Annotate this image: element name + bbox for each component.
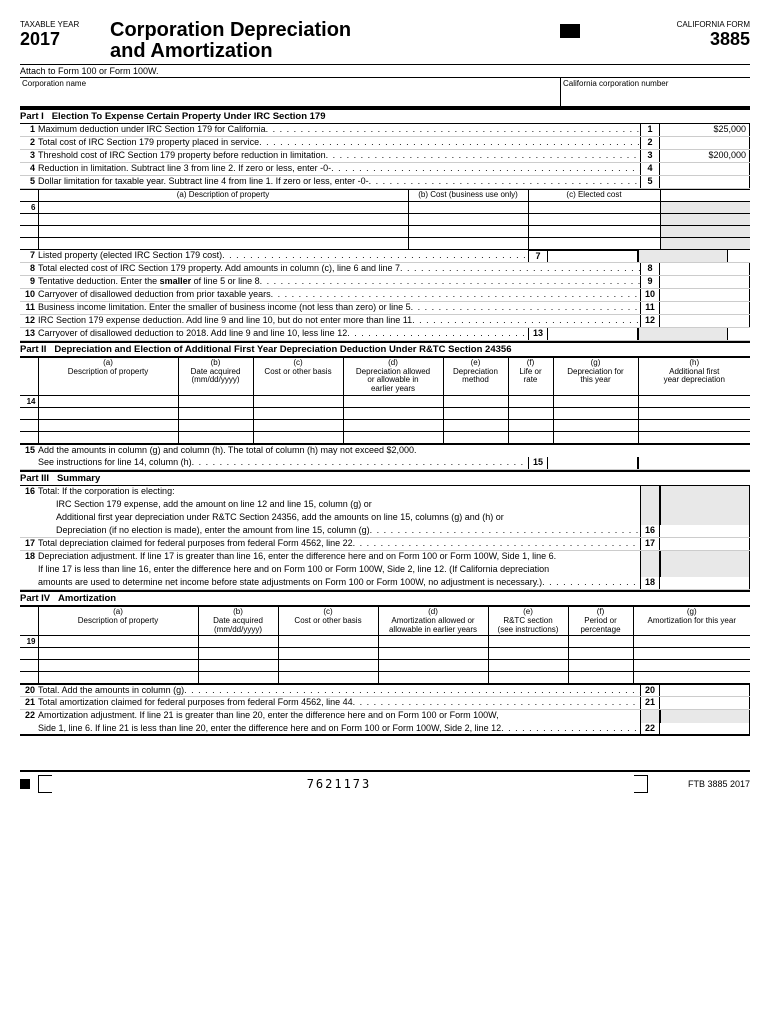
footer-code: 7621173 xyxy=(52,777,626,791)
line-21: 21Total amortization claimed for federal… xyxy=(20,697,750,710)
line-1-value: $25,000 xyxy=(660,124,750,136)
line-12: 12IRC Section 179 expense deduction. Add… xyxy=(20,315,750,328)
line-7: 7Listed property (elected IRC Section 17… xyxy=(20,250,750,263)
line-3: 3Threshold cost of IRC Section 179 prope… xyxy=(20,150,750,163)
ca-form-label: CALIFORNIA FORM xyxy=(620,20,750,29)
line-4-value[interactable] xyxy=(660,163,750,175)
line-3-value: $200,000 xyxy=(660,150,750,162)
col-a-hdr: (a) Description of property xyxy=(38,190,408,202)
footer-form-id: FTB 3885 2017 xyxy=(688,779,750,789)
corp-name-field[interactable]: Corporation name xyxy=(20,78,560,106)
line-13: 13Carryover of disallowed deduction to 2… xyxy=(20,328,750,341)
part-3-header: Part III Summary xyxy=(20,470,750,486)
line-22b: Side 1, line 6. If line 21 is less than … xyxy=(20,723,750,736)
line-5: 5Dollar limitation for taxable year. Sub… xyxy=(20,176,750,189)
line-18b: If line 17 is less than line 16, enter t… xyxy=(20,564,750,577)
taxable-year-label: TAXABLE YEAR xyxy=(20,20,110,29)
line-10: 10Carryover of disallowed deduction from… xyxy=(20,289,750,302)
ca-corp-num-field[interactable]: California corporation number xyxy=(560,78,750,106)
col-b-hdr: (b) Cost (business use only) xyxy=(408,190,528,202)
line-18: 18Depreciation adjustment. If line 17 is… xyxy=(20,551,750,564)
part-2-header: Part II Depreciation and Election of Add… xyxy=(20,341,750,357)
part-4-header: Part IV Amortization xyxy=(20,590,750,606)
line-16c: Additional first year depreciation under… xyxy=(20,512,750,525)
footer-bracket-icon xyxy=(38,775,52,793)
line-1: 1Maximum deduction under IRC Section 179… xyxy=(20,124,750,137)
form-title: Corporation Depreciation and Amortizatio… xyxy=(110,20,560,62)
line-4: 4Reduction in limitation. Subtract line … xyxy=(20,163,750,176)
form-footer: 7621173 FTB 3885 2017 xyxy=(20,770,750,793)
line-5-value[interactable] xyxy=(660,176,750,188)
part-1-header: Part I Election To Expense Certain Prope… xyxy=(20,108,750,124)
header-mark xyxy=(560,24,580,38)
line-20: 20Total. Add the amounts in column (g) 2… xyxy=(20,684,750,697)
line-16: 16Total: If the corporation is electing: xyxy=(20,486,750,499)
line-16b: IRC Section 179 expense, add the amount … xyxy=(20,499,750,512)
line-17: 17Total depreciation claimed for federal… xyxy=(20,538,750,551)
line-9: 9Tentative deduction. Enter the smaller … xyxy=(20,276,750,289)
line-22: 22Amortization adjustment. If line 21 is… xyxy=(20,710,750,723)
col-c-hdr: (c) Elected cost xyxy=(528,190,660,202)
line-15b: See instructions for line 14, column (h)… xyxy=(20,457,750,470)
taxable-year-block: TAXABLE YEAR 2017 xyxy=(20,20,110,50)
part4-table: (a) Description of property (b) Date acq… xyxy=(20,606,750,684)
taxable-year: 2017 xyxy=(20,29,110,50)
part1-property-table: (a) Description of property (b) Cost (bu… xyxy=(20,189,750,250)
form-number-block: CALIFORNIA FORM 3885 xyxy=(620,20,750,50)
line-2-value[interactable] xyxy=(660,137,750,149)
line-8: 8Total elected cost of IRC Section 179 p… xyxy=(20,263,750,276)
form-header: TAXABLE YEAR 2017 Corporation Depreciati… xyxy=(20,20,750,65)
line-2: 2Total cost of IRC Section 179 property … xyxy=(20,137,750,150)
form-number: 3885 xyxy=(620,29,750,50)
footer-bracket-icon xyxy=(634,775,648,793)
footer-mark-icon xyxy=(20,779,30,789)
form-3885: TAXABLE YEAR 2017 Corporation Depreciati… xyxy=(20,20,750,793)
line-16d: Depreciation (if no election is made), e… xyxy=(20,525,750,538)
line-15: 15Add the amounts in column (g) and colu… xyxy=(20,444,750,457)
part2-table: (a) Description of property (b) Date acq… xyxy=(20,357,750,444)
name-number-box: Corporation name California corporation … xyxy=(20,78,750,108)
line-18c: amounts are used to determine net income… xyxy=(20,577,750,590)
line-11: 11Business income limitation. Enter the … xyxy=(20,302,750,315)
attach-instruction: Attach to Form 100 or Form 100W. xyxy=(20,65,750,78)
